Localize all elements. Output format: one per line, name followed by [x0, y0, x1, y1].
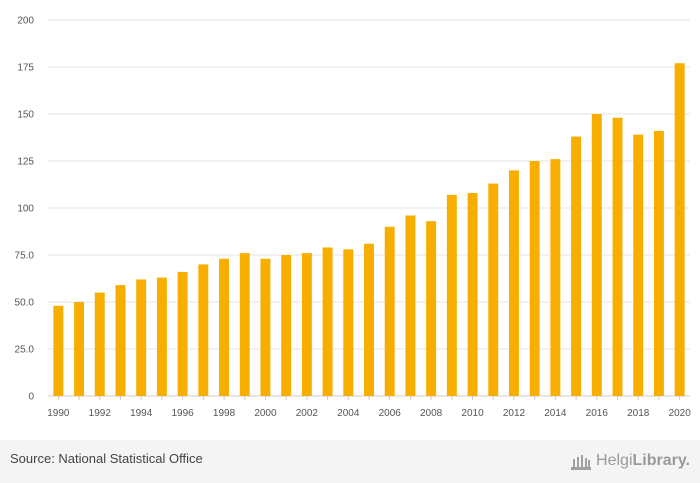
y-tick-label: 50.0 [15, 298, 35, 309]
bar-2004[interactable] [343, 249, 354, 396]
bar-2017[interactable] [612, 117, 623, 396]
x-tick-label: 2004 [337, 408, 360, 419]
bar-2020[interactable] [674, 63, 685, 397]
bar-1995[interactable] [156, 277, 167, 396]
y-tick-label: 0 [28, 392, 34, 403]
x-tick-label: 1998 [213, 408, 236, 419]
footer: Source: National Statistical Office Helg… [0, 440, 700, 483]
bar-1990[interactable] [53, 305, 64, 396]
bar-1996[interactable] [177, 271, 188, 396]
bar-2005[interactable] [364, 243, 374, 396]
bar-2011[interactable] [488, 183, 499, 396]
x-tick-label: 2016 [586, 408, 609, 419]
y-tick-label: 100 [17, 204, 34, 215]
bar-2003[interactable] [322, 247, 333, 396]
logo-text-helgi: Helgi [596, 452, 633, 469]
x-tick-label: 1992 [89, 408, 112, 419]
bar-2018[interactable] [633, 134, 644, 396]
bar-1992[interactable] [94, 292, 105, 396]
bar-2012[interactable] [508, 170, 519, 396]
y-tick-label: 125 [17, 157, 34, 168]
bar-2019[interactable] [653, 130, 664, 397]
library-building-icon [571, 455, 592, 470]
x-tick-label: 1990 [47, 408, 70, 419]
x-tick-label: 2014 [544, 408, 567, 419]
x-tick-label: 2010 [461, 408, 484, 419]
x-axis: 1990 1992 1994 1996 1998 2000 2002 2004 2006 2008… [47, 396, 691, 419]
x-tick-label: 2008 [420, 408, 443, 419]
y-tick-label: 200 [17, 16, 34, 27]
bar-1994[interactable] [136, 279, 147, 396]
source-note: Source: National Statistical Office [10, 451, 203, 466]
x-tick-label: 2012 [503, 408, 526, 419]
bar-1999[interactable] [239, 253, 250, 396]
y-tick-label: 175 [17, 63, 34, 74]
y-axis: 0 25.0 50.0 75.0 100 125 150 175 200 [15, 16, 35, 403]
bar-2002[interactable] [301, 253, 312, 396]
gridlines [48, 19, 690, 397]
x-tick-label: 1994 [130, 408, 153, 419]
bar-1991[interactable] [74, 302, 85, 396]
x-tick-label: 1996 [171, 408, 194, 419]
y-tick-label: 150 [17, 110, 34, 121]
bar-1998[interactable] [219, 258, 230, 396]
x-tick-label: 2020 [669, 408, 692, 419]
bar-2006[interactable] [384, 226, 395, 396]
bar-2008[interactable] [426, 221, 437, 396]
x-tick-label: 2006 [379, 408, 402, 419]
bar-1997[interactable] [198, 264, 209, 396]
x-tick-label: 2002 [296, 408, 319, 419]
y-tick-label: 75.0 [15, 251, 35, 262]
helgi-library-logo[interactable]: Helgi Library. [570, 449, 690, 473]
bar-2009[interactable] [446, 194, 457, 396]
bar-2000[interactable] [260, 258, 271, 396]
bars [53, 63, 685, 397]
x-tick-label: 2018 [627, 408, 650, 419]
y-tick-label: 25.0 [15, 345, 35, 356]
x-tick-label: 2000 [254, 408, 277, 419]
bar-2015[interactable] [571, 136, 582, 396]
bar-2013[interactable] [529, 161, 540, 396]
bar-1993[interactable] [115, 285, 126, 396]
bar-2007[interactable] [405, 215, 416, 396]
bar-2001[interactable] [281, 255, 292, 396]
bar-2010[interactable] [467, 192, 478, 396]
logo-text-library: Library. [632, 452, 691, 469]
bar-2016[interactable] [591, 114, 602, 396]
bar-2014[interactable] [550, 159, 561, 396]
